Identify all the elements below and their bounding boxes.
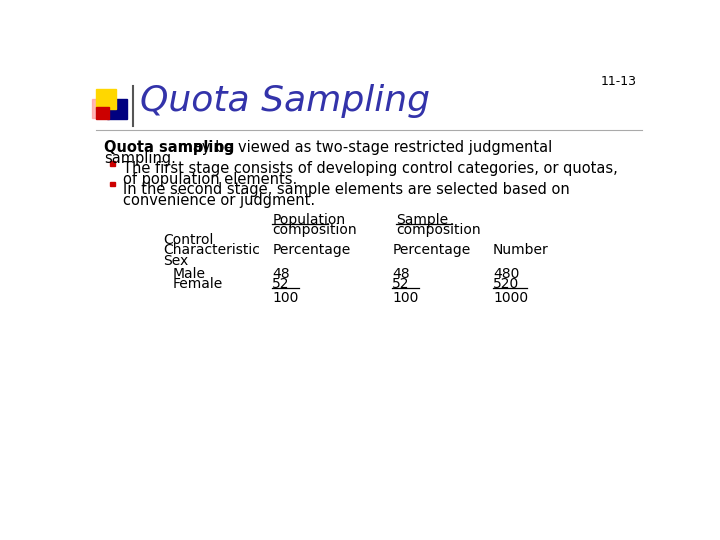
Text: Population: Population: [272, 213, 346, 227]
Bar: [110, 182, 114, 186]
Text: convenience or judgment.: convenience or judgment.: [122, 193, 315, 207]
Text: 100: 100: [272, 291, 299, 305]
Text: Number: Number: [493, 244, 549, 258]
Text: Characteristic: Characteristic: [163, 244, 261, 258]
Text: Female: Female: [173, 278, 223, 291]
Text: Control: Control: [163, 233, 214, 247]
Text: The first stage consists of developing control categories, or quotas,: The first stage consists of developing c…: [122, 161, 617, 176]
Text: 48: 48: [272, 267, 289, 281]
Bar: [96, 107, 109, 119]
Text: composition: composition: [396, 222, 481, 237]
Text: Quota sampling: Quota sampling: [104, 140, 234, 156]
Text: of population elements.: of population elements.: [122, 172, 297, 187]
Text: Quota Sampling: Quota Sampling: [140, 84, 431, 118]
Bar: [91, 99, 102, 118]
Text: 520: 520: [493, 278, 519, 291]
Text: Male: Male: [173, 267, 206, 281]
Bar: [110, 161, 114, 166]
Bar: [96, 89, 117, 109]
Text: 11-13: 11-13: [600, 75, 636, 88]
Text: may be viewed as two-stage restricted judgmental: may be viewed as two-stage restricted ju…: [174, 140, 553, 156]
Text: In the second stage, sample elements are selected based on: In the second stage, sample elements are…: [122, 182, 570, 197]
Text: Sample: Sample: [396, 213, 449, 227]
Text: 48: 48: [392, 267, 410, 281]
Text: 52: 52: [272, 278, 289, 291]
Text: Sex: Sex: [163, 254, 189, 268]
Text: 100: 100: [392, 291, 418, 305]
Text: Percentage: Percentage: [272, 244, 351, 258]
Text: sampling.: sampling.: [104, 151, 176, 166]
Text: Percentage: Percentage: [392, 244, 470, 258]
Text: 480: 480: [493, 267, 519, 281]
Text: 52: 52: [392, 278, 410, 291]
Text: 1000: 1000: [493, 291, 528, 305]
Bar: [107, 99, 127, 119]
Text: composition: composition: [272, 222, 356, 237]
